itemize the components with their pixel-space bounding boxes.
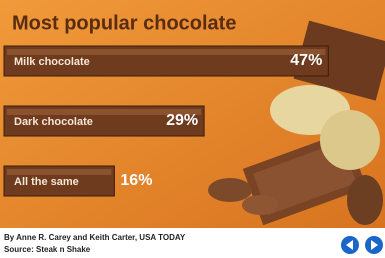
bar-shine [7,169,111,175]
credit: By Anne R. Carey and Keith Carter, USA T… [4,233,186,242]
bar-shine [7,49,325,55]
chart-title: Most popular chocolate [12,12,236,34]
category-label: Milk chocolate [14,56,90,68]
source: Source: Steak n Shake [4,245,91,254]
chart: Most popular chocolate Milk chocolate 47%… [0,0,385,258]
category-label: All the same [14,176,79,188]
value-label: 29% [166,112,198,129]
prev-button[interactable] [341,236,359,254]
value-label: 47% [290,52,322,69]
next-button[interactable] [365,236,383,254]
value-label: 16% [120,172,152,189]
category-label: Dark chocolate [14,116,93,128]
